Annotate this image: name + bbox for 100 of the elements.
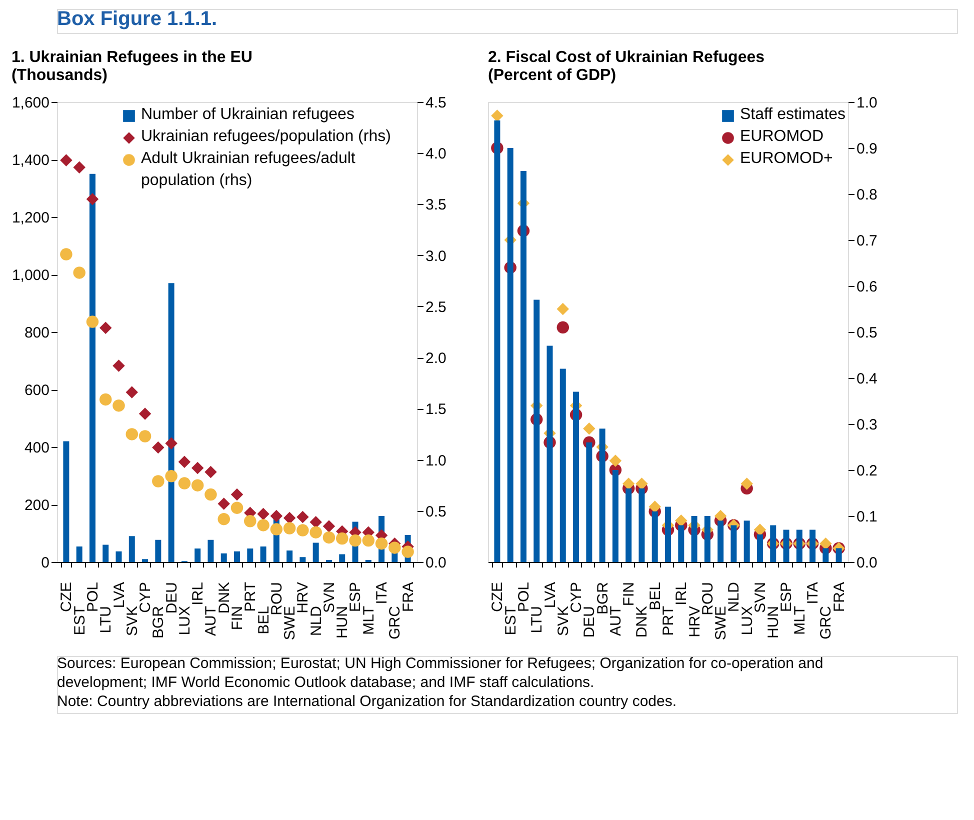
bar [586,442,592,562]
source-note: Sources: European Commission; Eurostat; UN High Commissioner for Refugees; Organization for co-operation and development; IMF World Economic Outlook database; and IMF staff calculations. [57,655,824,691]
bar [783,530,790,562]
bar [678,525,684,562]
y2-tick-label: 0.1 [856,508,878,526]
bar [89,174,96,562]
point [86,316,99,328]
point [99,393,112,406]
point [270,510,283,522]
bar [796,530,802,562]
bar [312,542,319,562]
point [636,478,648,490]
y2-tick-label: 0.4 [856,370,878,388]
x-tick-label: LVA [542,582,559,608]
point [375,537,388,550]
bar [208,540,214,562]
point [349,534,362,547]
text: Box Figure 1.1.1. [57,8,218,30]
bar [665,506,671,562]
point [754,524,766,536]
bar [704,516,710,562]
y2-tick-label: 1.0 [856,94,878,112]
bar [507,148,514,562]
bar [691,516,698,562]
point [230,502,244,514]
point [322,531,336,544]
chart-title: 1. Ukrainian Refugees in the EU [11,49,252,66]
bar [638,488,645,562]
point [820,537,832,550]
point [244,515,256,528]
y2-tick-label: 0.9 [856,140,878,158]
y-tick-label: 600 [24,382,50,399]
point [73,161,86,174]
x-tick-label: LVA [110,582,128,608]
bar [534,300,540,562]
x-tick-label: IRL [190,582,207,606]
bar [494,120,500,562]
point [491,110,504,122]
x-tick-label: FIN [620,582,638,606]
point [609,454,622,467]
point [556,321,570,334]
x-tick-label: SVK [124,606,141,636]
point [257,519,270,532]
bar [286,550,293,562]
bar [520,171,526,562]
text: Note: Country abbreviations are International Organization for Standardization country codes. [57,693,677,710]
bar [730,525,737,562]
bar [770,525,776,562]
point [402,546,414,558]
point [191,462,204,474]
point [60,248,72,260]
y2-tick-label: 1.5 [426,401,446,418]
bar [168,283,174,562]
point [126,428,138,440]
point [296,510,309,524]
y-tick-label: 200 [24,497,50,514]
bar [234,551,240,562]
x-tick-label: SVK [554,606,572,636]
x-tick-label: ITA [804,582,822,604]
y-tick-label: 1,600 [12,94,50,112]
point [310,526,322,538]
bar [247,548,254,562]
bar [339,554,346,562]
point [556,302,570,316]
point [152,441,164,454]
bar [300,557,306,562]
y2-tick-label: 1.0 [426,452,446,470]
x-tick-label: IRL [673,582,690,606]
point [178,477,191,490]
bar [260,546,266,562]
y2-tick-label: 2.5 [426,298,446,316]
y2-tick-label: 4.5 [426,94,446,112]
point [165,437,178,450]
point [73,266,86,279]
point [178,456,191,468]
y-tick-label: 400 [24,440,50,456]
y-tick-label: 800 [24,324,50,342]
point [714,510,727,522]
bar [102,544,109,562]
bar [546,346,553,562]
y2-tick-label: 0.0 [426,554,446,572]
bar [756,534,763,562]
bar [155,540,162,562]
point [204,488,217,501]
point [388,542,401,554]
legend-label: EUROMOD [740,128,824,145]
point [60,154,72,166]
point [583,422,596,435]
y2-tick-label: 4.0 [426,146,446,163]
bar [836,548,842,562]
point [204,466,217,478]
chart-subtitle: (Percent of GDP) [488,67,616,84]
bar [142,559,148,562]
point [112,399,125,412]
y-tick-label: 0 [41,554,50,572]
y2-tick-label: 2.0 [426,350,446,368]
bar [822,548,829,562]
y2-tick-label: 3.5 [426,196,446,214]
point [230,488,244,501]
point [622,478,635,490]
